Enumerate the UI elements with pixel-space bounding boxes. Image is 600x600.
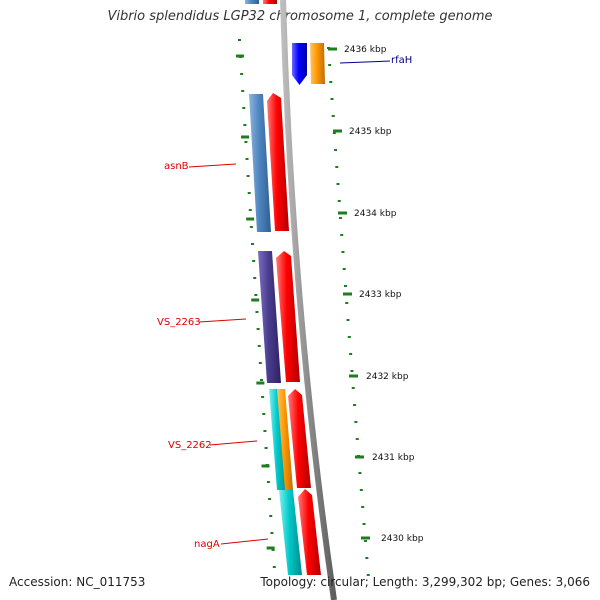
- leader-line-vs2262: [209, 440, 258, 446]
- gene-feature-asnb-forward[interactable]: [267, 93, 289, 231]
- gene-feature-rfah-blue[interactable]: [292, 43, 307, 85]
- gene-label-vs2263[interactable]: VS_2263: [157, 317, 201, 328]
- scale-label-2435-kbp: 2435 kbp: [349, 127, 392, 137]
- leader-line-rfah: [339, 60, 391, 64]
- gene-feature-naga-reverse[interactable]: [279, 490, 302, 575]
- gene-feature-top-red[interactable]: [263, 0, 277, 4]
- scale-label-2434-kbp: 2434 kbp: [354, 209, 397, 219]
- gene-label-rfah[interactable]: rfaH: [391, 55, 412, 66]
- scale-label-2436-kbp: 2436 kbp: [344, 45, 387, 55]
- gene-label-naga[interactable]: nagA: [194, 539, 220, 550]
- gene-feature-vs2262-cyan[interactable]: [269, 389, 287, 490]
- leader-line-naga: [220, 538, 269, 545]
- topology-summary: Topology: circular; Length: 3,299,302 bp…: [260, 575, 590, 589]
- gene-feature-top-steel[interactable]: [245, 0, 259, 4]
- gene-label-vs2262[interactable]: VS_2262: [168, 440, 212, 451]
- gene-feature-rfah-orange[interactable]: [310, 43, 325, 84]
- scale-label-2430-kbp: 2430 kbp: [381, 534, 424, 544]
- chromosome-backbone: [280, 0, 337, 600]
- gene-feature-vs2263-forward[interactable]: [276, 251, 300, 382]
- gene-feature-naga-forward[interactable]: [298, 489, 321, 575]
- map-title: Vibrio splendidus LGP32 chromosome 1, co…: [107, 9, 493, 24]
- gene-feature-vs2263-reverse[interactable]: [258, 251, 281, 383]
- leader-line-asnb: [188, 163, 237, 168]
- outer-tick-marks: [327, 47, 370, 576]
- leader-line-vs2263: [198, 318, 247, 323]
- gene-label-asnb[interactable]: asnB: [164, 161, 189, 172]
- scale-major-ticks: [328, 47, 370, 540]
- scale-label-2432-kbp: 2432 kbp: [366, 372, 409, 382]
- accession-label: Accession: NC_011753: [9, 575, 146, 589]
- scale-label-2433-kbp: 2433 kbp: [359, 290, 402, 300]
- gene-feature-asnb-reverse[interactable]: [249, 94, 271, 232]
- gene-feature-vs2262-orange[interactable]: [277, 389, 293, 490]
- inner-tick-marks: [235, 39, 276, 568]
- scale-label-2431-kbp: 2431 kbp: [372, 453, 415, 463]
- gene-feature-vs2262-forward[interactable]: [288, 389, 311, 488]
